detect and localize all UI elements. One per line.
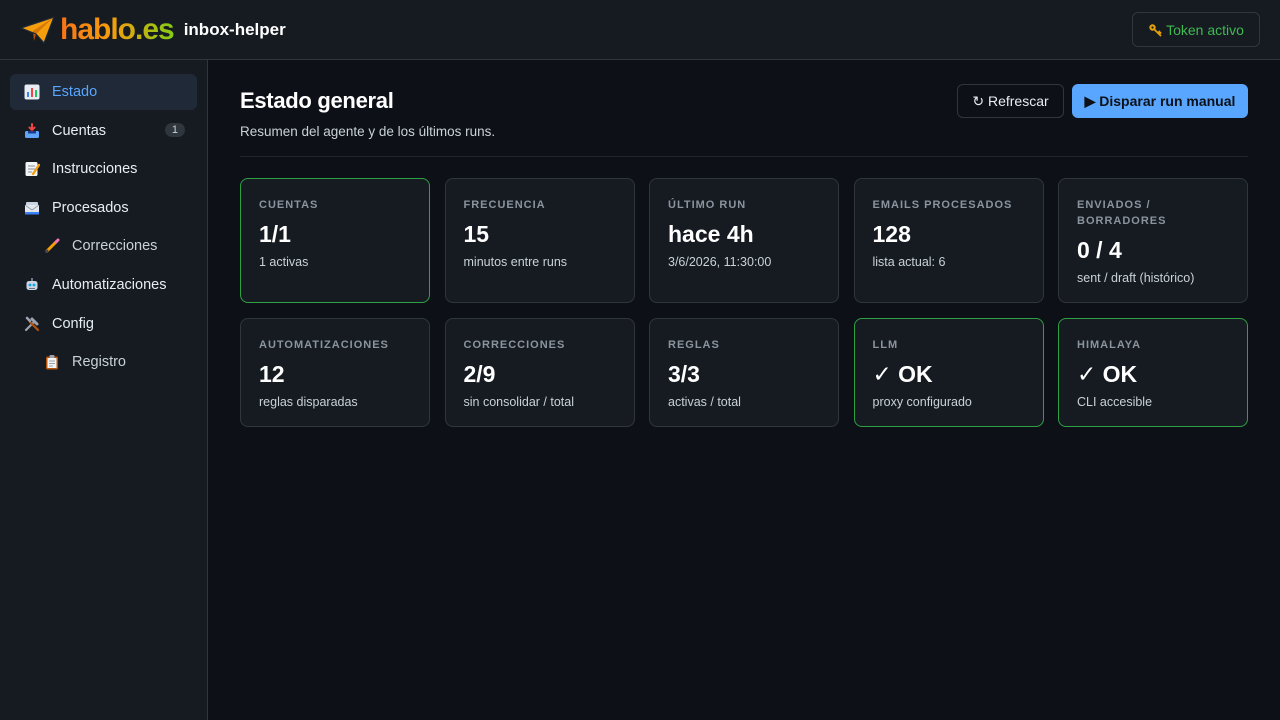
stat-label: CUENTAS [259, 199, 319, 211]
stat-label: AUTOMATIZACIONES [259, 339, 389, 351]
sidebar-item-registro[interactable]: Registro [10, 344, 197, 380]
refresh-button[interactable]: ↻ Refrescar [957, 84, 1064, 118]
stat-card-correcciones: CORRECCIONES 2/9 sin consolidar / total [444, 318, 635, 427]
count-badge: 1 [164, 122, 185, 137]
stat-sub: sent / draft (histórico) [1077, 271, 1195, 285]
stat-value: hace 4h [668, 221, 754, 247]
stat-sub: activas / total [668, 395, 741, 409]
stat-sub: sin consolidar / total [463, 395, 574, 409]
logo-text: hablo.es [60, 12, 175, 46]
key-icon [1149, 23, 1162, 36]
memo-icon [25, 162, 40, 177]
stat-value: 128 [872, 221, 911, 247]
stat-sub: lista actual: 6 [872, 255, 946, 269]
stat-value: 15 [463, 221, 490, 247]
page-subtitle: Resumen del agente y de los últimos runs… [240, 124, 496, 139]
app-name: inbox-helper [183, 19, 286, 39]
stat-card-emails-procesados: EMAILS PROCESADOS 128 lista actual: 6 [853, 178, 1044, 303]
stat-label: CORRECCIONES [463, 339, 566, 351]
sidebar-item-label: Config [52, 315, 94, 332]
stat-label: REGLAS [668, 339, 720, 351]
stat-card-llm: LLM ✓ OK proxy configurado [853, 318, 1044, 427]
chart-icon [24, 84, 40, 100]
stat-label: LLM [872, 339, 899, 351]
sidebar-item-label: Procesados [52, 199, 129, 216]
page-title: Estado general [240, 88, 394, 113]
stat-sub: 3/6/2026, 11:30:00 [668, 255, 772, 269]
sidebar-item-estado[interactable]: Estado [10, 74, 197, 110]
stat-value: 0 / 4 [1077, 237, 1122, 263]
logo[interactable]: hablo.es [20, 10, 175, 50]
stat-sub: CLI accesible [1077, 395, 1153, 409]
stat-card-himalaya: HIMALAYA ✓ OK CLI accesible [1058, 318, 1248, 427]
stat-label: EMAILS PROCESADOS [872, 199, 1013, 211]
sidebar-item-label: Automatizaciones [52, 276, 167, 293]
sidebar-item-label: Registro [72, 354, 126, 371]
stat-value: 12 [259, 361, 285, 387]
token-status-button[interactable]: Token activo [1132, 12, 1260, 47]
stat-label: FRECUENCIA [463, 199, 546, 211]
sidebar-item-label: Cuentas [52, 122, 107, 139]
stat-value: 2/9 [463, 361, 496, 387]
divider [240, 156, 1248, 157]
paper-plane-icon [20, 15, 55, 44]
manual-run-button[interactable]: ▶ Disparar run manual [1072, 84, 1248, 118]
sidebar-item-automatizaciones[interactable]: Automatizaciones [10, 267, 197, 303]
stat-value: 1/1 [259, 221, 291, 247]
pencil-icon [45, 238, 60, 254]
stat-card-reglas: REGLAS 3/3 activas / total [649, 318, 839, 427]
stat-card-frecuencia: FRECUENCIA 15 minutos entre runs [444, 178, 635, 303]
stat-sub: 1 activas [259, 255, 309, 269]
stat-value: ✓ OK [1077, 361, 1138, 387]
stat-label: HIMALAYA [1077, 339, 1142, 351]
sidebar-item-label: Instrucciones [52, 161, 138, 178]
stat-card-enviados-borradores: ENVIADOS / BORRADORES 0 / 4 sent / draft… [1058, 178, 1248, 303]
sidebar-item-label: Estado [52, 84, 98, 100]
stat-label: ENVIADOS / BORRADORES [1077, 199, 1167, 227]
stat-sub: proxy configurado [872, 395, 972, 409]
clipboard-icon [46, 355, 58, 370]
stat-sub: minutos entre runs [463, 255, 568, 269]
stat-card-automatizaciones: AUTOMATIZACIONES 12 reglas disparadas [240, 318, 430, 427]
tools-icon [24, 316, 40, 331]
stat-sub: reglas disparadas [259, 395, 358, 409]
sidebar-item-label: Correcciones [72, 238, 158, 255]
sidebar-item-procesados[interactable]: Procesados [10, 190, 197, 226]
envelope-stack-icon [24, 201, 40, 215]
sidebar-item-correcciones[interactable]: Correcciones [10, 228, 197, 264]
stat-card-ultimo-run: ÚLTIMO RUN hace 4h 3/6/2026, 11:30:00 [649, 178, 839, 303]
robot-icon [26, 277, 38, 290]
app-header: hablo.es inbox-helper Token activo [0, 0, 1280, 60]
stat-value: 3/3 [668, 361, 700, 387]
sidebar: Estado Cuentas 1 Instrucciones Procesado… [0, 60, 208, 720]
token-status-label: Token activo [1166, 21, 1244, 38]
stat-card-cuentas: CUENTAS 1/1 1 activas [240, 178, 430, 303]
sidebar-item-config[interactable]: Config [10, 306, 197, 342]
stat-value: ✓ OK [872, 361, 933, 387]
stat-label: ÚLTIMO RUN [668, 199, 747, 211]
sidebar-item-instrucciones[interactable]: Instrucciones [10, 151, 197, 187]
sidebar-item-cuentas[interactable]: Cuentas 1 [10, 113, 197, 149]
inbox-icon [25, 122, 39, 138]
